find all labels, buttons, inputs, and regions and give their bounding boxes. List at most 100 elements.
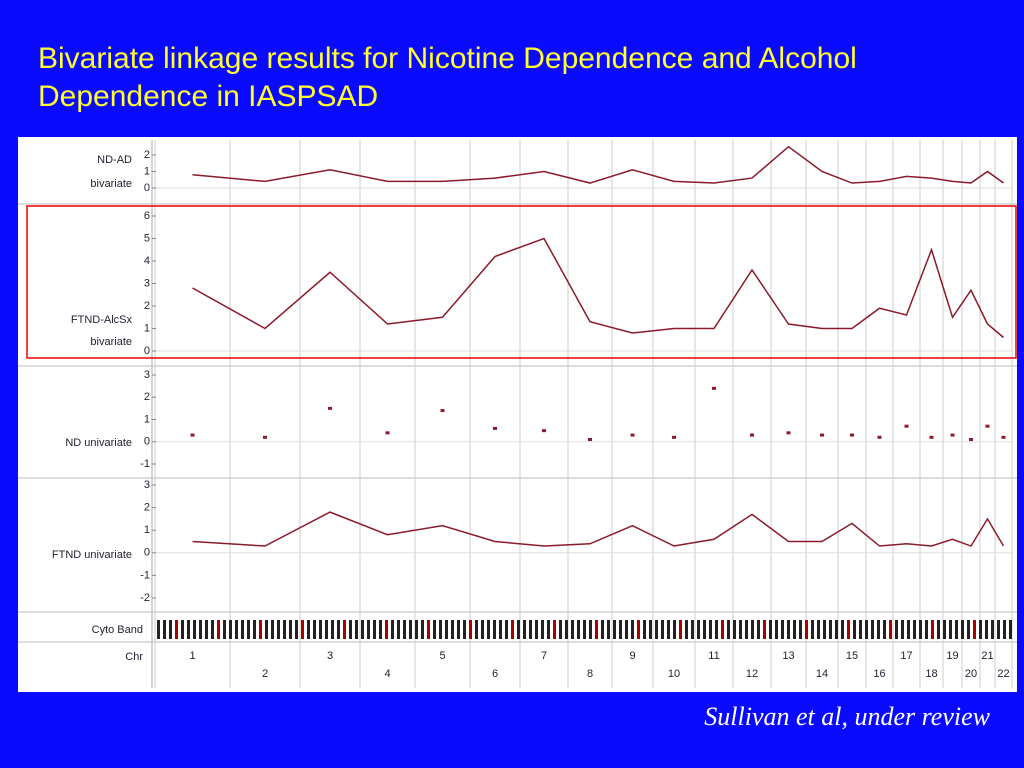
point — [985, 424, 990, 428]
cyto-stripe — [367, 620, 370, 639]
cyto-stripe — [883, 620, 886, 639]
cyto-stripe — [745, 620, 748, 639]
cyto-stripe — [799, 620, 802, 639]
cyto-stripe — [805, 620, 808, 639]
cyto-stripe — [859, 620, 862, 639]
y-tick-label: 1 — [144, 322, 150, 334]
cyto-stripe — [919, 620, 922, 639]
cyto-stripe — [253, 620, 256, 639]
point — [712, 386, 716, 390]
cyto-stripe — [415, 620, 418, 639]
cyto-stripe — [955, 620, 958, 639]
cyto-stripe — [811, 620, 814, 639]
cyto-stripe — [487, 620, 490, 639]
point — [1001, 435, 1006, 439]
chr-label: 19 — [946, 650, 958, 662]
point — [750, 433, 754, 437]
y-tick-label: 0 — [144, 547, 150, 559]
cyto-stripe — [337, 620, 340, 639]
trace — [192, 145, 1004, 184]
cyto-stripe — [187, 620, 190, 639]
y-tick-label: 3 — [144, 479, 150, 491]
y-tick-label: 1 — [144, 165, 150, 177]
citation: Sullivan et al, under review — [704, 702, 990, 731]
cyto-stripe — [193, 620, 196, 639]
cyto-stripe — [829, 620, 832, 639]
point — [672, 435, 676, 439]
cyto-stripe — [625, 620, 628, 639]
point — [190, 433, 195, 437]
track-label: FTND univariate — [52, 549, 132, 561]
cyto-stripe — [595, 620, 598, 639]
chr-label: 21 — [981, 650, 993, 662]
cyto-stripe — [841, 620, 844, 639]
chr-label: 8 — [587, 668, 593, 680]
cyto-stripe — [667, 620, 670, 639]
cyto-stripe — [697, 620, 700, 639]
cyto-stripe — [937, 620, 940, 639]
chr-label: 9 — [629, 650, 635, 662]
cyto-stripe — [775, 620, 778, 639]
cyto-stripe — [553, 620, 556, 639]
chr-label: 22 — [997, 668, 1009, 680]
point — [904, 424, 909, 428]
cyto-stripe — [511, 620, 514, 639]
highlight-box — [26, 205, 1017, 359]
cyto-stripe — [733, 620, 736, 639]
track-label: bivariate — [90, 336, 132, 348]
y-tick-label: 0 — [144, 345, 150, 357]
point — [820, 433, 824, 437]
cyto-stripe — [397, 620, 400, 639]
cyto-stripe — [463, 620, 466, 639]
cyto-stripe — [175, 620, 178, 639]
cyto-stripe — [961, 620, 964, 639]
point — [263, 435, 267, 439]
cyto-stripe — [949, 620, 952, 639]
chr-label: 16 — [873, 668, 885, 680]
cyto-stripe — [559, 620, 562, 639]
chr-label: 14 — [816, 668, 828, 680]
cyto-stripe — [835, 620, 838, 639]
cyto-stripe — [379, 620, 382, 639]
trace — [192, 511, 1005, 547]
y-tick-label: 2 — [144, 149, 150, 161]
chr-label: 17 — [900, 650, 912, 662]
cyto-stripe — [619, 620, 622, 639]
point — [969, 438, 973, 442]
cyto-stripe — [307, 620, 310, 639]
chr-label: 3 — [327, 650, 333, 662]
y-tick-label: 0 — [144, 182, 150, 194]
point — [440, 409, 445, 413]
cyto-stripe — [583, 620, 586, 639]
cyto-stripe — [535, 620, 538, 639]
cyto-stripe — [523, 620, 526, 639]
cyto-stripe — [229, 620, 232, 639]
y-tick-label: 2 — [144, 391, 150, 403]
cyto-stripe — [199, 620, 202, 639]
cyto-stripe — [589, 620, 592, 639]
cyto-stripe — [991, 620, 994, 639]
cyto-stripe — [901, 620, 904, 639]
cyto-stripe — [157, 620, 160, 639]
chr-label: 1 — [189, 650, 195, 662]
y-tick-label: 4 — [144, 255, 150, 267]
cyto-stripe — [751, 620, 754, 639]
cyto-stripe — [565, 620, 568, 639]
cyto-stripe — [907, 620, 910, 639]
chr-label: 11 — [708, 650, 719, 662]
cyto-label: Cyto Band — [92, 624, 143, 636]
point — [929, 435, 934, 439]
cyto-stripe — [889, 620, 892, 639]
cyto-stripe — [847, 620, 850, 639]
cyto-stripe — [433, 620, 436, 639]
cyto-stripe — [769, 620, 772, 639]
chr-label: 12 — [746, 668, 758, 680]
cyto-stripe — [349, 620, 352, 639]
cyto-stripe — [925, 620, 928, 639]
y-tick-label: 3 — [144, 277, 150, 289]
track-label: FTND-AlcSx — [71, 314, 133, 326]
cyto-stripe — [223, 620, 226, 639]
cyto-stripe — [271, 620, 274, 639]
cyto-stripe — [979, 620, 982, 639]
